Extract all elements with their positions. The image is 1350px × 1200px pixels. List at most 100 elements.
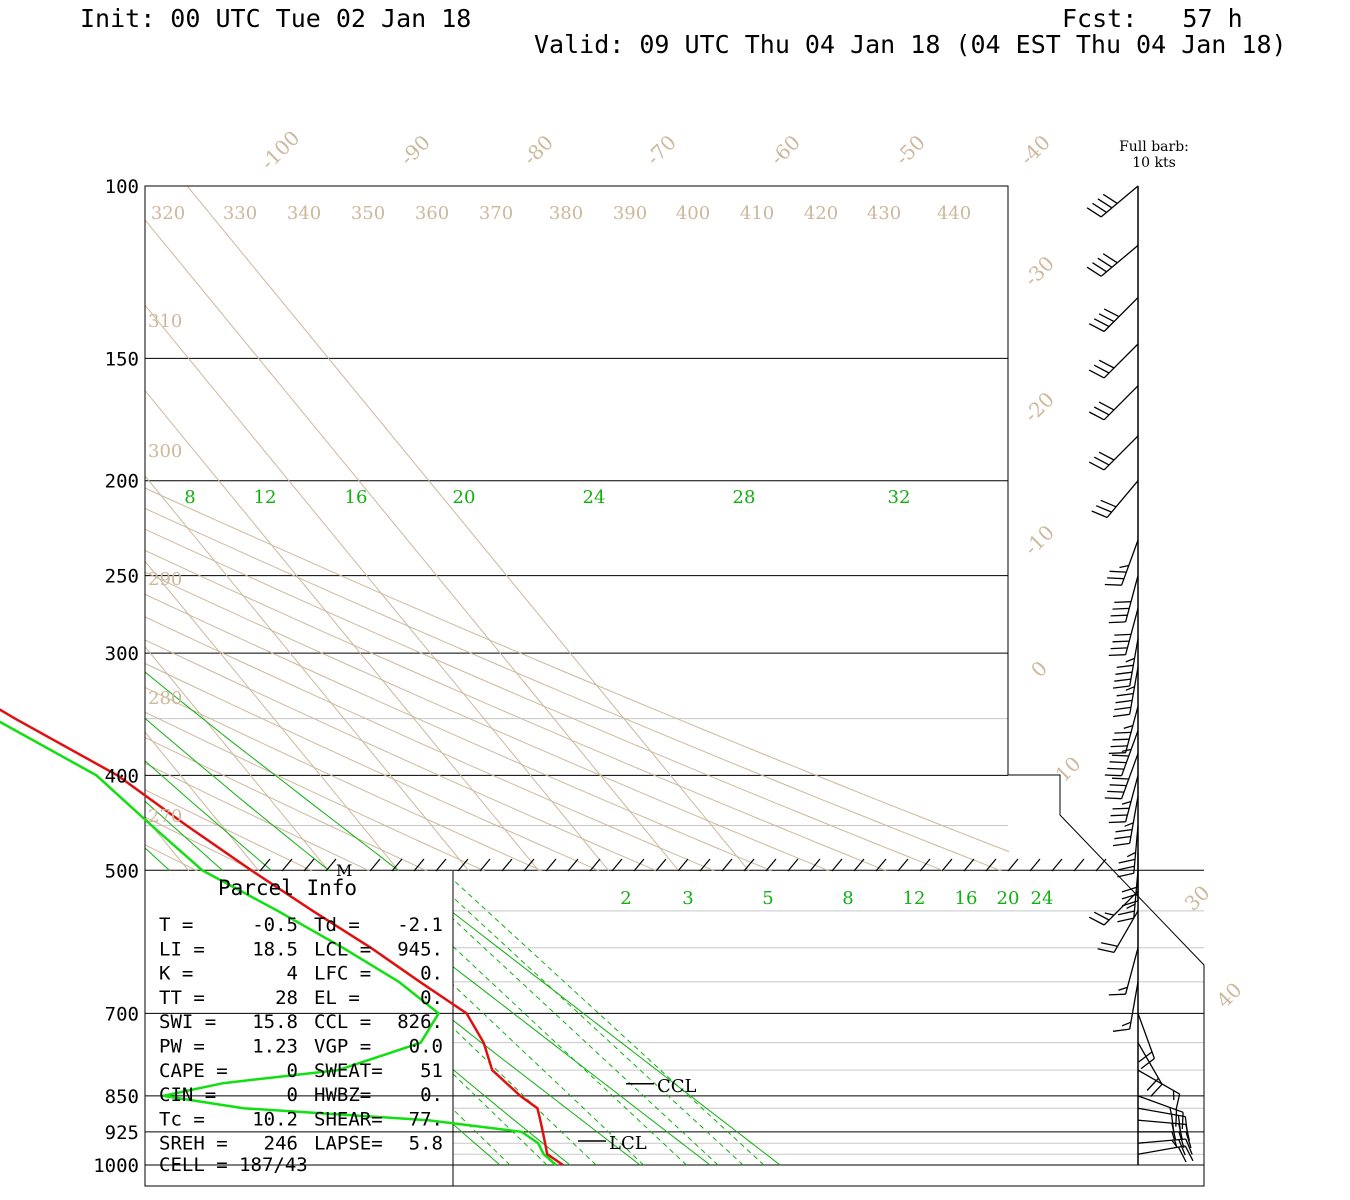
mixing-ratio-label: 16 (345, 487, 368, 508)
mixing-ratio-label: 20 (997, 888, 1020, 909)
wind-barb (1112, 796, 1139, 847)
m-marker: M (336, 861, 352, 880)
wind-barb (1088, 435, 1139, 471)
parcel-info-cell: 945. (397, 938, 443, 960)
parcel-info-cell: 0. (420, 987, 443, 1009)
init-time: Init: 00 UTC Tue 02 Jan 18 (80, 4, 472, 33)
theta-label: 270 (148, 806, 182, 827)
theta-label: 400 (676, 203, 710, 224)
pressure-tick-label: 250 (105, 566, 139, 588)
parcel-info-cell: 246 (264, 1133, 298, 1155)
isotherm-label: 40 (1212, 978, 1247, 1013)
freezing-hatch (303, 858, 315, 872)
freezing-hatch (787, 858, 799, 872)
freezing-hatch (919, 858, 931, 872)
freezing-hatch (325, 858, 337, 872)
parcel-info-cell: LAPSE= (314, 1133, 383, 1155)
wind-barb (1088, 385, 1139, 421)
parcel-info-cell: LI = (159, 938, 205, 960)
wind-barb (1086, 185, 1139, 218)
isotherm-label: -60 (765, 130, 805, 170)
mixing-ratio-label: 24 (1031, 888, 1054, 909)
valid-time: Valid: 09 UTC Thu 04 Jan 18 (04 EST Thu … (534, 30, 1287, 59)
freezing-hatch (1051, 858, 1063, 872)
isotherm-line (145, 389, 540, 871)
mixing-ratio-line (453, 879, 765, 1166)
moist-adiabat-line (453, 966, 711, 1166)
wind-barb (1104, 539, 1139, 586)
freezing-hatch (523, 858, 535, 872)
isotherm-line (145, 475, 470, 871)
barb-legend-line1: Full barb: (1119, 139, 1189, 155)
theta-label: 380 (549, 203, 583, 224)
parcel-cell: CELL = 187/43 (159, 1154, 308, 1176)
mixing-ratio-label: 20 (453, 487, 476, 508)
freezing-hatch (501, 858, 513, 872)
wind-barb (1112, 638, 1139, 689)
isotherm-line (186, 186, 750, 871)
mixing-ratio-label: 2 (620, 888, 631, 909)
freezing-hatch (413, 858, 425, 872)
parcel-info-cell: 1.23 (252, 1036, 298, 1058)
barb-legend-line2: 10 kts (1132, 155, 1176, 171)
dry-adiabat-line (145, 507, 1003, 871)
pressure-tick-label: 150 (105, 348, 139, 370)
freezing-hatch (765, 858, 777, 872)
wind-barbs (1086, 185, 1194, 1163)
sounding-traces (0, 708, 654, 1167)
parcel-info-cell: LFC = (314, 963, 371, 985)
wind-barb (1137, 1013, 1156, 1070)
isotherm-label: 30 (1180, 881, 1215, 916)
wind-barb (1086, 244, 1139, 277)
freezing-hatch (963, 858, 975, 872)
parcel-info-cell: CIN = (159, 1084, 216, 1106)
wind-barb (1088, 890, 1139, 926)
lcl-label: LCL (609, 1133, 647, 1154)
freezing-hatch (457, 858, 469, 872)
isotherm-line (145, 645, 330, 871)
isotherm-line (145, 304, 610, 871)
wind-barb (1137, 1069, 1181, 1111)
isotherm-label: -10 (1019, 520, 1059, 560)
wind-barb (1088, 297, 1139, 333)
isotherm-line (145, 560, 400, 871)
isotherm-label: -50 (890, 130, 930, 170)
freezing-hatch (853, 858, 865, 872)
parcel-info-cell: 826. (397, 1011, 443, 1033)
pressure-tick-label: 700 (105, 1003, 139, 1025)
forecast-hour: Fcst: 57 h (1062, 4, 1243, 33)
mixing-ratio-label: 5 (762, 888, 773, 909)
theta-label: 370 (479, 203, 513, 224)
temperature-trace (0, 708, 564, 1167)
freezing-hatch (479, 858, 491, 872)
isotherm-label: 0 (1026, 656, 1052, 682)
mixing-ratio-label: 8 (184, 487, 195, 508)
pressure-tick-label: 200 (105, 471, 139, 493)
parcel-info-title: Parcel Info (218, 876, 357, 900)
ccl-label: CCL (657, 1076, 697, 1097)
wind-barb (1137, 1119, 1191, 1141)
freezing-hatch (897, 858, 909, 872)
theta-label: 280 (148, 688, 182, 709)
moist-adiabat-line (145, 800, 224, 871)
theta-label: 310 (148, 311, 182, 332)
pressure-tick-label: 300 (105, 643, 139, 665)
theta-label: 360 (415, 203, 449, 224)
freezing-hatch (985, 858, 997, 872)
parcel-info-cell: -2.1 (397, 914, 443, 936)
wind-barb (1108, 575, 1139, 624)
freezing-hatch (809, 858, 821, 872)
wind-barb (1137, 1138, 1193, 1156)
dewpoint-trace (0, 720, 557, 1166)
freezing-hatch (699, 858, 711, 872)
parcel-info-cell: VGP = (314, 1036, 371, 1058)
mixing-ratio-line (453, 918, 719, 1166)
isotherm-label: -40 (1015, 130, 1055, 170)
parcel-info-cell: SWI = (159, 1011, 216, 1033)
parcel-info-cell: PW = (159, 1036, 205, 1058)
dry-adiabat-line (145, 528, 946, 871)
parcel-info-cell: -0.5 (252, 914, 298, 936)
dry-adiabats (145, 487, 1009, 871)
wind-barb (1104, 730, 1139, 777)
